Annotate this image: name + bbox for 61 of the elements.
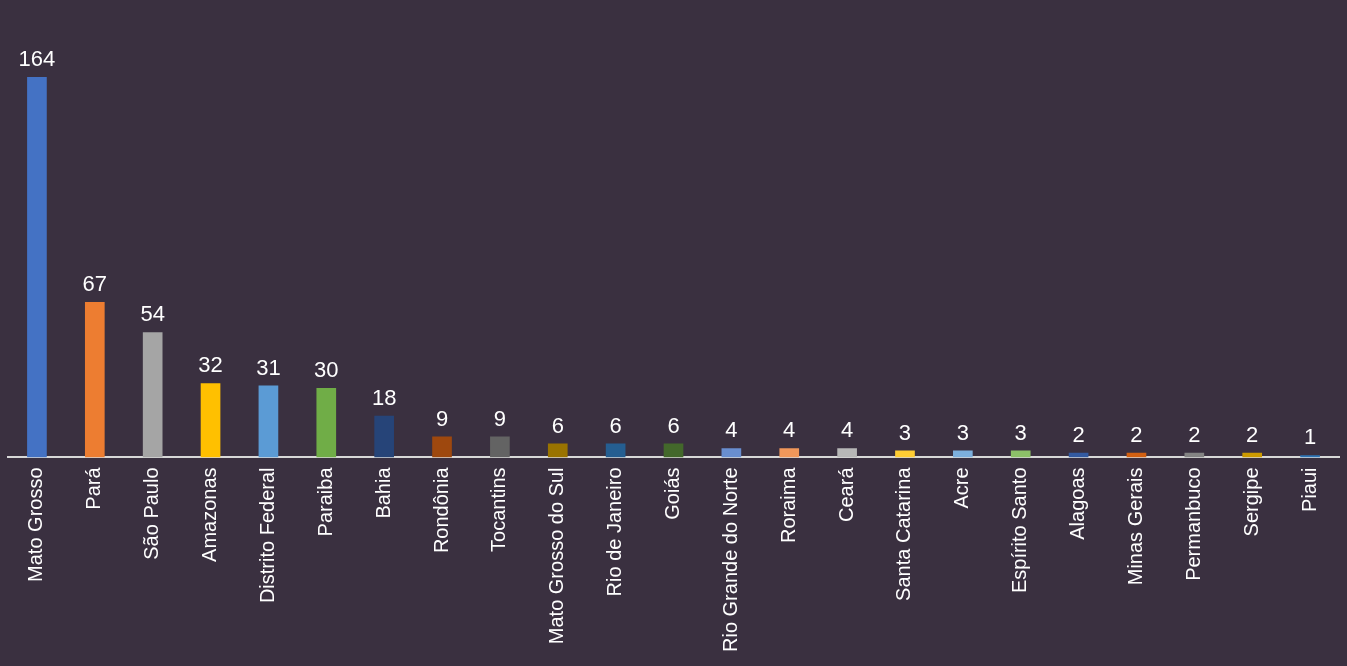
x-tick-label: Piaui xyxy=(1297,467,1320,512)
x-tick-label: Bahia xyxy=(371,466,394,519)
data-label: 2 xyxy=(1246,421,1259,447)
x-tick-label: Mato Grosso xyxy=(24,467,47,582)
data-label: 3 xyxy=(898,419,912,445)
x-tick-label: Rio Grande do Norte xyxy=(718,467,741,653)
x-tick-label: Sergipe xyxy=(1239,467,1262,537)
data-label: 6 xyxy=(551,412,564,438)
bar xyxy=(200,383,221,458)
bar xyxy=(142,332,163,458)
bar xyxy=(84,302,105,458)
x-tick-label: Mato Grosso do Sul xyxy=(545,467,568,645)
data-label: 1 xyxy=(1303,424,1317,450)
x-tick-label: Roraima xyxy=(776,466,799,544)
data-label: 54 xyxy=(140,301,165,327)
bar xyxy=(374,415,394,458)
data-label: 6 xyxy=(609,412,622,438)
bar xyxy=(779,448,800,458)
x-tick-label: Acre xyxy=(950,467,973,509)
bar xyxy=(258,385,279,458)
data-label: 4 xyxy=(840,417,854,443)
x-tick-label: Minas Gerais xyxy=(1123,467,1146,586)
bar xyxy=(316,387,337,458)
data-label: 4 xyxy=(783,417,796,443)
data-label: 30 xyxy=(314,356,339,382)
data-label: 6 xyxy=(667,412,680,438)
bar xyxy=(490,436,510,458)
x-tick-label: Distrito Federal xyxy=(255,467,278,604)
x-tick-label: Santa Catarina xyxy=(892,466,915,601)
bar xyxy=(605,443,626,458)
data-label: 3 xyxy=(1014,419,1027,445)
x-tick-label: Espírito Santo xyxy=(1008,467,1031,594)
x-tick-label: Alagoas xyxy=(1066,467,1089,540)
data-label: 9 xyxy=(493,405,507,431)
x-tick-label: Goiás xyxy=(661,467,684,520)
x-tick-label: Rondônia xyxy=(429,466,452,554)
data-label: 32 xyxy=(198,352,223,378)
data-label: 9 xyxy=(435,405,449,431)
data-label: 4 xyxy=(725,417,738,443)
x-tick-label: São Paulo xyxy=(140,467,163,560)
data-label: 2 xyxy=(1072,421,1085,447)
bar xyxy=(547,443,568,458)
data-label: 2 xyxy=(1188,421,1201,447)
bar xyxy=(721,448,742,458)
x-tick-label: Rio de Janeiro xyxy=(603,467,626,597)
bar xyxy=(663,443,684,458)
x-tick-label: Paraiba xyxy=(313,466,336,537)
x-tick-label: Pará xyxy=(82,466,105,510)
data-label: 164 xyxy=(18,46,56,72)
x-tick-label: Ceará xyxy=(834,466,857,522)
data-label: 67 xyxy=(82,271,108,297)
data-label: 2 xyxy=(1130,421,1143,447)
x-tick-label: Amazonas xyxy=(198,467,221,562)
x-tick-label: Permanbuco xyxy=(1181,467,1204,581)
data-label: 3 xyxy=(956,419,969,445)
x-tick-label: Tocantins xyxy=(487,467,510,552)
bar xyxy=(432,436,452,458)
bar xyxy=(27,77,47,458)
bar xyxy=(837,448,857,458)
data-label: 31 xyxy=(256,354,281,380)
data-label: 18 xyxy=(371,384,397,410)
